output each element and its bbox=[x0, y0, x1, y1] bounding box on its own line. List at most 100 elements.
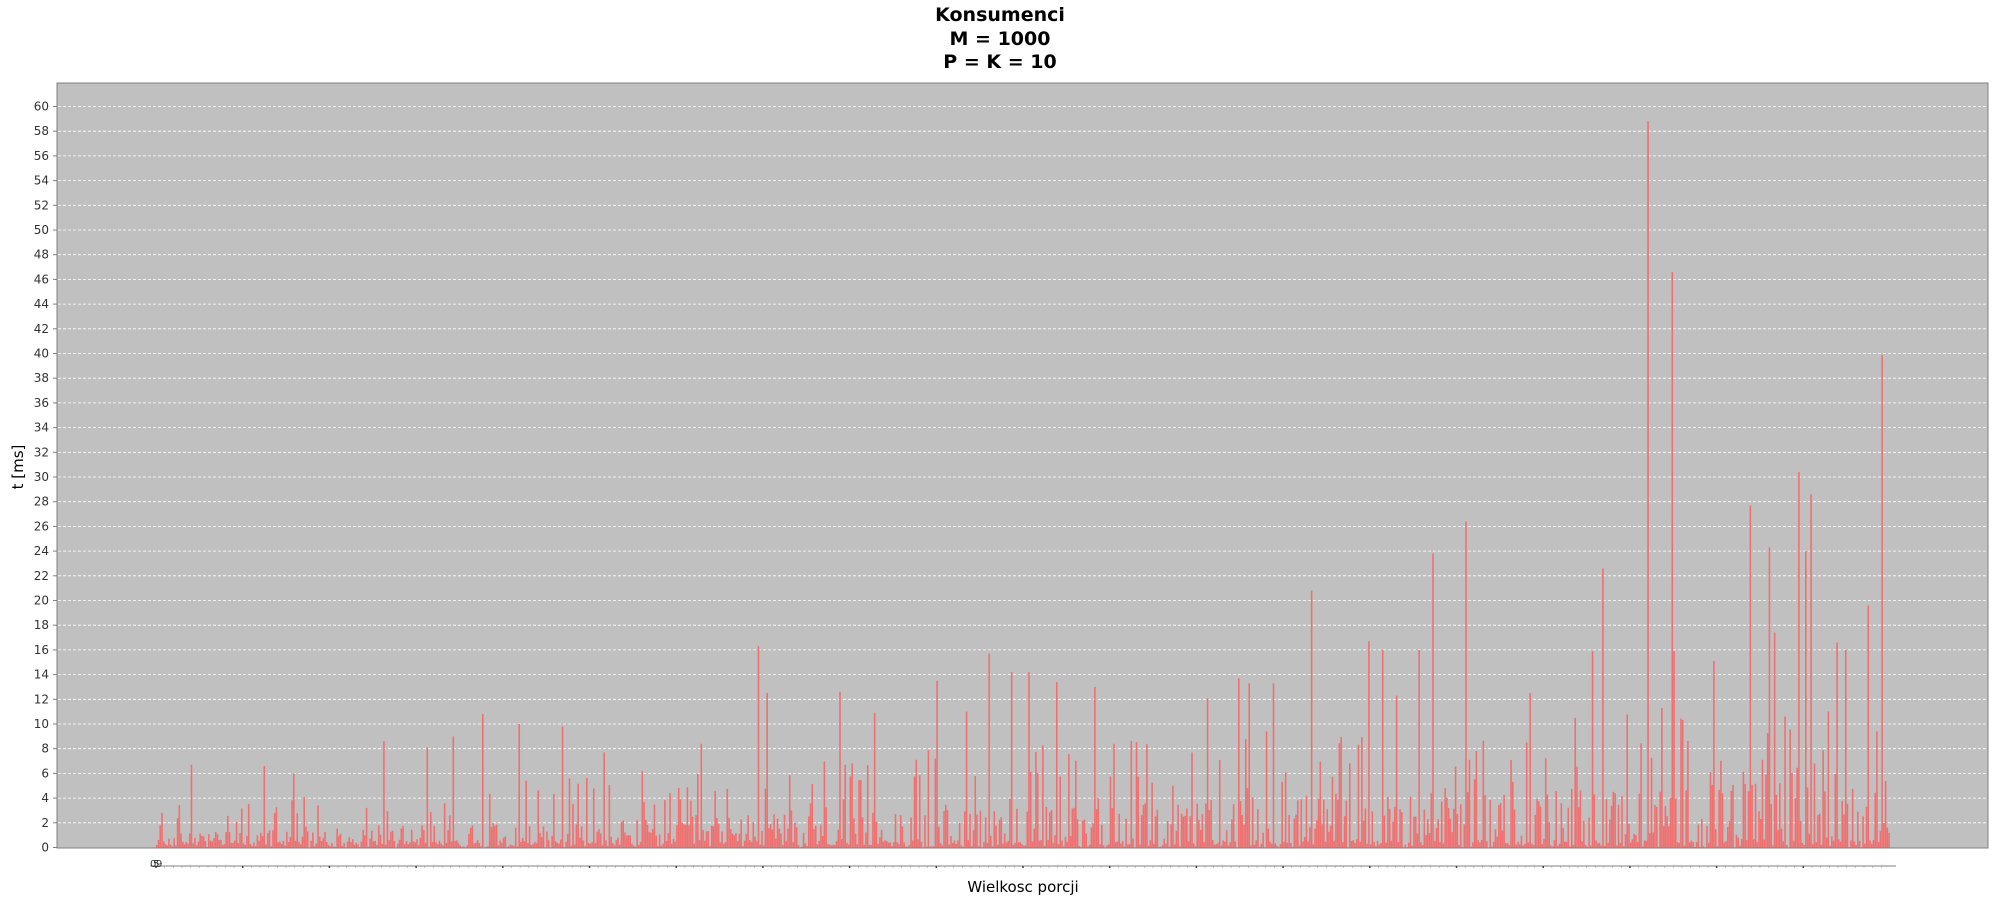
bar bbox=[1673, 651, 1675, 848]
bar bbox=[1107, 844, 1110, 848]
y-tick-label: 14 bbox=[34, 668, 49, 682]
bar bbox=[1716, 846, 1719, 848]
bar bbox=[1888, 832, 1890, 848]
bar bbox=[1473, 779, 1476, 848]
bar bbox=[905, 846, 907, 848]
bar bbox=[376, 844, 378, 848]
bar bbox=[1730, 790, 1733, 848]
bar bbox=[884, 840, 886, 848]
bar bbox=[1118, 813, 1120, 848]
bar bbox=[879, 837, 881, 848]
bar bbox=[892, 842, 895, 848]
bar bbox=[1581, 841, 1583, 848]
bar bbox=[1137, 776, 1140, 848]
bar bbox=[1590, 845, 1592, 848]
bar bbox=[1619, 842, 1622, 848]
bar bbox=[1116, 841, 1119, 848]
bar bbox=[749, 840, 751, 848]
bar bbox=[535, 843, 538, 848]
bar bbox=[1777, 830, 1779, 848]
bar bbox=[1858, 840, 1861, 848]
bar bbox=[580, 826, 583, 848]
bar bbox=[369, 838, 371, 848]
bar bbox=[1884, 781, 1887, 848]
bar bbox=[1631, 839, 1634, 848]
bar bbox=[1227, 845, 1230, 848]
bar bbox=[339, 833, 342, 848]
bar bbox=[455, 840, 458, 848]
bar bbox=[1779, 783, 1781, 848]
bar bbox=[634, 846, 637, 848]
bar bbox=[1825, 837, 1828, 848]
bar bbox=[1851, 789, 1854, 848]
bar bbox=[1031, 841, 1034, 848]
bar bbox=[676, 825, 678, 848]
bar bbox=[1459, 804, 1462, 848]
bar bbox=[258, 840, 260, 848]
bar bbox=[856, 844, 859, 848]
bar bbox=[1433, 840, 1436, 848]
chart-title-line-2: M = 1000 bbox=[949, 28, 1051, 50]
bar bbox=[906, 846, 909, 848]
bar bbox=[610, 836, 612, 848]
bar bbox=[265, 844, 267, 848]
bar bbox=[1203, 842, 1205, 848]
bar bbox=[1125, 818, 1127, 848]
bar bbox=[1529, 693, 1531, 848]
bar bbox=[1867, 605, 1870, 848]
bar bbox=[1355, 839, 1358, 848]
bar bbox=[861, 817, 864, 848]
y-tick-label: 4 bbox=[41, 791, 49, 805]
bar bbox=[1239, 801, 1242, 848]
bar bbox=[1335, 793, 1337, 848]
bar bbox=[1234, 841, 1237, 848]
bar bbox=[1694, 846, 1696, 848]
bar bbox=[790, 810, 793, 848]
bar bbox=[402, 826, 404, 848]
bar bbox=[1616, 845, 1618, 848]
bar bbox=[362, 829, 364, 848]
bar bbox=[613, 845, 616, 848]
bar bbox=[842, 799, 845, 848]
y-tick-label: 58 bbox=[34, 124, 49, 138]
bar bbox=[204, 841, 207, 848]
bar bbox=[1300, 799, 1303, 848]
bar bbox=[998, 819, 1001, 848]
bar bbox=[1754, 783, 1757, 848]
bar bbox=[1286, 842, 1289, 848]
bar bbox=[176, 818, 179, 848]
bar bbox=[795, 827, 798, 848]
bar bbox=[1732, 784, 1734, 848]
bar bbox=[164, 844, 167, 848]
bar bbox=[346, 841, 349, 848]
bar bbox=[1579, 790, 1582, 848]
bar bbox=[769, 824, 772, 848]
bar bbox=[442, 845, 444, 848]
bar bbox=[1017, 842, 1020, 848]
bar bbox=[700, 743, 703, 848]
bar bbox=[1534, 814, 1537, 848]
bar bbox=[1499, 803, 1502, 848]
bar bbox=[1378, 844, 1381, 848]
bar bbox=[797, 844, 800, 848]
bar bbox=[941, 845, 944, 848]
bar bbox=[927, 750, 930, 848]
bar bbox=[560, 839, 562, 848]
bar bbox=[844, 764, 846, 848]
bar bbox=[750, 841, 753, 848]
bar bbox=[1735, 834, 1738, 848]
bar bbox=[1647, 121, 1649, 848]
bar bbox=[1633, 834, 1635, 848]
bar bbox=[1071, 808, 1074, 848]
bar bbox=[383, 741, 385, 848]
bar bbox=[227, 815, 229, 848]
bar bbox=[1813, 763, 1816, 848]
bar bbox=[325, 841, 328, 848]
bar bbox=[1244, 739, 1247, 848]
bar bbox=[1055, 682, 1058, 848]
bar bbox=[1815, 842, 1818, 848]
y-tick-label: 12 bbox=[34, 692, 49, 706]
bar bbox=[1295, 814, 1297, 848]
bar bbox=[1154, 816, 1157, 848]
bar bbox=[889, 842, 892, 848]
